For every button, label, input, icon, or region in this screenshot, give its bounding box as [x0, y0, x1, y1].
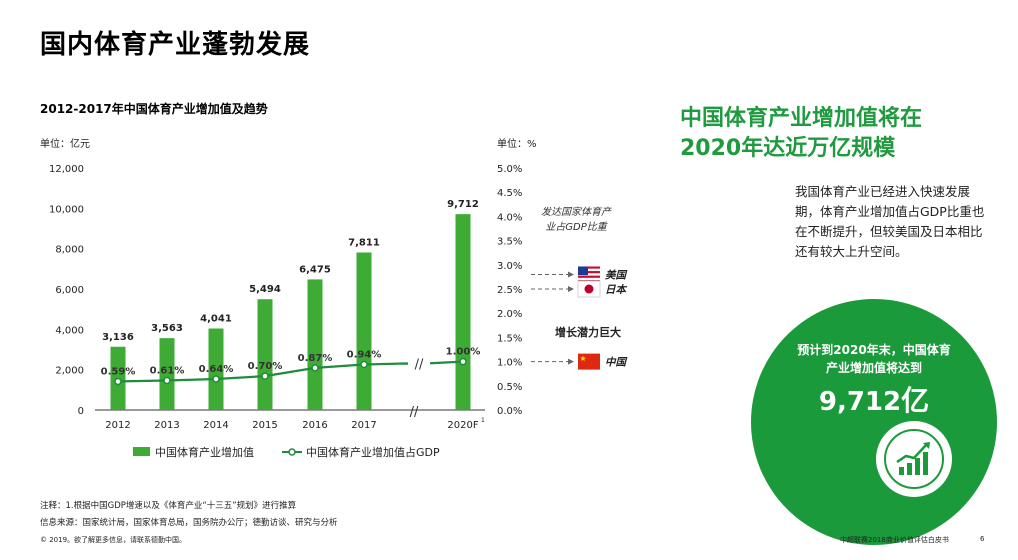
bar-value-label: 6,475 [299, 264, 331, 275]
headline-line-2: 2020年达近万亿规模 [680, 136, 896, 161]
right-tick-label: 0.5% [497, 382, 522, 393]
report-name: 中超联赛2018商业价值评估白皮书 [840, 536, 949, 544]
gdp-share-point [311, 364, 319, 372]
gdp-share-label: 0.64% [199, 364, 234, 375]
left-tick-label: 6,000 [55, 285, 84, 296]
bar [208, 328, 224, 410]
gdp-share-point [212, 375, 220, 383]
left-tick-label: 10,000 [49, 204, 84, 215]
chart-title: 2012-2017年中国体育产业增加值及趋势 [40, 102, 268, 116]
growth-potential-label: 增长潜力巨大 [555, 325, 621, 339]
gdp-share-point [261, 372, 269, 380]
bar-value-label: 3,136 [102, 332, 134, 343]
x-tick-label: 2014 [203, 420, 228, 431]
gdp-note-line-2: 业占GDP比重 [545, 221, 608, 233]
right-tick-label: 4.0% [497, 212, 522, 223]
gdp-share-label: 0.70% [248, 361, 283, 372]
right-tick-label: 1.0% [497, 358, 522, 369]
axis-break-mark: // [410, 405, 419, 420]
right-tick-label: 2.5% [497, 285, 522, 296]
bar [455, 214, 471, 410]
left-tick-label: 4,000 [55, 325, 84, 336]
gdp-share-point [360, 360, 368, 369]
forecast-line-2: 产业增加值将达到 [825, 361, 922, 375]
growth-badge [876, 421, 952, 497]
chart-note: 注释：1.根据中国GDP增速以及《体育产业“十三五”规划》进行推算 [40, 501, 297, 511]
forecast-value: 9,712亿 [751, 379, 997, 419]
growth-chart-icon [884, 429, 944, 489]
forecast-text: 预计到2020年末，中国体育 产业增加值将达到 [751, 341, 997, 377]
left-tick-label: 12,000 [49, 164, 84, 175]
line-break-mark: // [415, 358, 424, 373]
japan-flag-icon [577, 280, 601, 298]
gdp-share-label: 1.00% [446, 347, 481, 358]
gdp-share-label: 0.61% [150, 365, 185, 376]
x-tick-label: 2020F [447, 420, 478, 431]
gdp-share-point [459, 357, 467, 366]
right-axis-unit: 单位：% [497, 137, 537, 150]
source-note: 信息来源：国家统计局，国家体育总局，国务院办公厅；德勤访谈、研究与分析 [40, 518, 338, 528]
headline-line-1: 中国体育产业增加值将在 [680, 106, 923, 131]
right-tick-label: 3.5% [497, 237, 522, 248]
gdp-note-line-1: 发达国家体育产 [541, 206, 612, 218]
right-tick-label: 3.0% [497, 261, 522, 272]
legend-bar-swatch [133, 447, 150, 456]
left-tick-label: 2,000 [55, 366, 84, 377]
right-tick-label: 0.0% [497, 406, 522, 417]
gdp-share-point [114, 377, 122, 386]
legend-line-label: 中国体育产业增加值占GDP [306, 445, 440, 459]
x-tick-superscript: 1 [481, 417, 485, 424]
combo-chart: 单位：亿元 单位：% 12,000 10,000 8,000 6,000 4,000 2,00… [40, 137, 627, 459]
page-number: 6 [980, 535, 985, 543]
gdp-share-label: 0.94% [347, 350, 382, 361]
gdp-share-point [163, 376, 171, 385]
bar-value-label: 9,712 [447, 199, 479, 210]
legend-line-marker [288, 448, 296, 456]
copyright: © 2019。欲了解更多信息，请联系德勤中国。 [40, 536, 187, 544]
x-tick-label: 2017 [351, 420, 376, 431]
description: 我国体育产业已经进入快速发展期，体育产业增加值占GDP比重也在不断提升，但较美国… [795, 184, 985, 259]
right-tick-label: 5.0% [497, 164, 522, 175]
x-tick-label: 2013 [154, 420, 179, 431]
country-arrow [568, 358, 574, 365]
bar-value-label: 4,041 [200, 314, 232, 325]
gdp-share-label: 0.59% [101, 366, 136, 377]
x-tick-label: 2012 [105, 420, 130, 431]
country-arrow [568, 286, 574, 292]
forecast-circle: 预计到2020年末，中国体育 产业增加值将达到 9,712亿 [751, 299, 997, 545]
bar-value-label: 5,494 [249, 284, 281, 295]
bar [307, 279, 323, 410]
country-label: 美国 [605, 268, 627, 281]
left-tick-label: 0 [78, 406, 84, 417]
forecast-number: 9,712 [818, 387, 902, 417]
us-flag-icon [578, 266, 600, 283]
bar-value-label: 3,563 [151, 323, 183, 334]
country-label: 中国 [605, 356, 627, 369]
gdp-share-label: 0.87% [298, 353, 333, 364]
line-break-mask [408, 348, 430, 375]
china-flag-icon [578, 353, 600, 370]
left-axis-unit: 单位：亿元 [40, 137, 90, 150]
legend-bar-label: 中国体育产业增加值 [155, 445, 254, 459]
headline: 中国体育产业增加值将在 2020年达近万亿规模 [680, 104, 922, 164]
forecast-unit: 亿 [901, 384, 930, 417]
right-tick-label: 2.0% [497, 309, 522, 320]
country-label: 日本 [605, 283, 627, 296]
right-tick-label: 1.5% [497, 333, 522, 344]
bar-value-label: 7,811 [348, 237, 380, 248]
gdp-share-line [117, 363, 365, 383]
x-tick-label: 2016 [302, 420, 327, 431]
bar [159, 338, 175, 410]
bar [257, 299, 273, 410]
x-tick-label: 2015 [252, 420, 277, 431]
left-tick-label: 8,000 [55, 245, 84, 256]
page-title: 国内体育产业蓬勃发展 [40, 30, 311, 60]
country-arrow [568, 271, 574, 278]
forecast-line-1: 预计到2020年末，中国体育 [797, 343, 951, 357]
bar [356, 252, 372, 410]
right-tick-label: 4.5% [497, 188, 522, 199]
